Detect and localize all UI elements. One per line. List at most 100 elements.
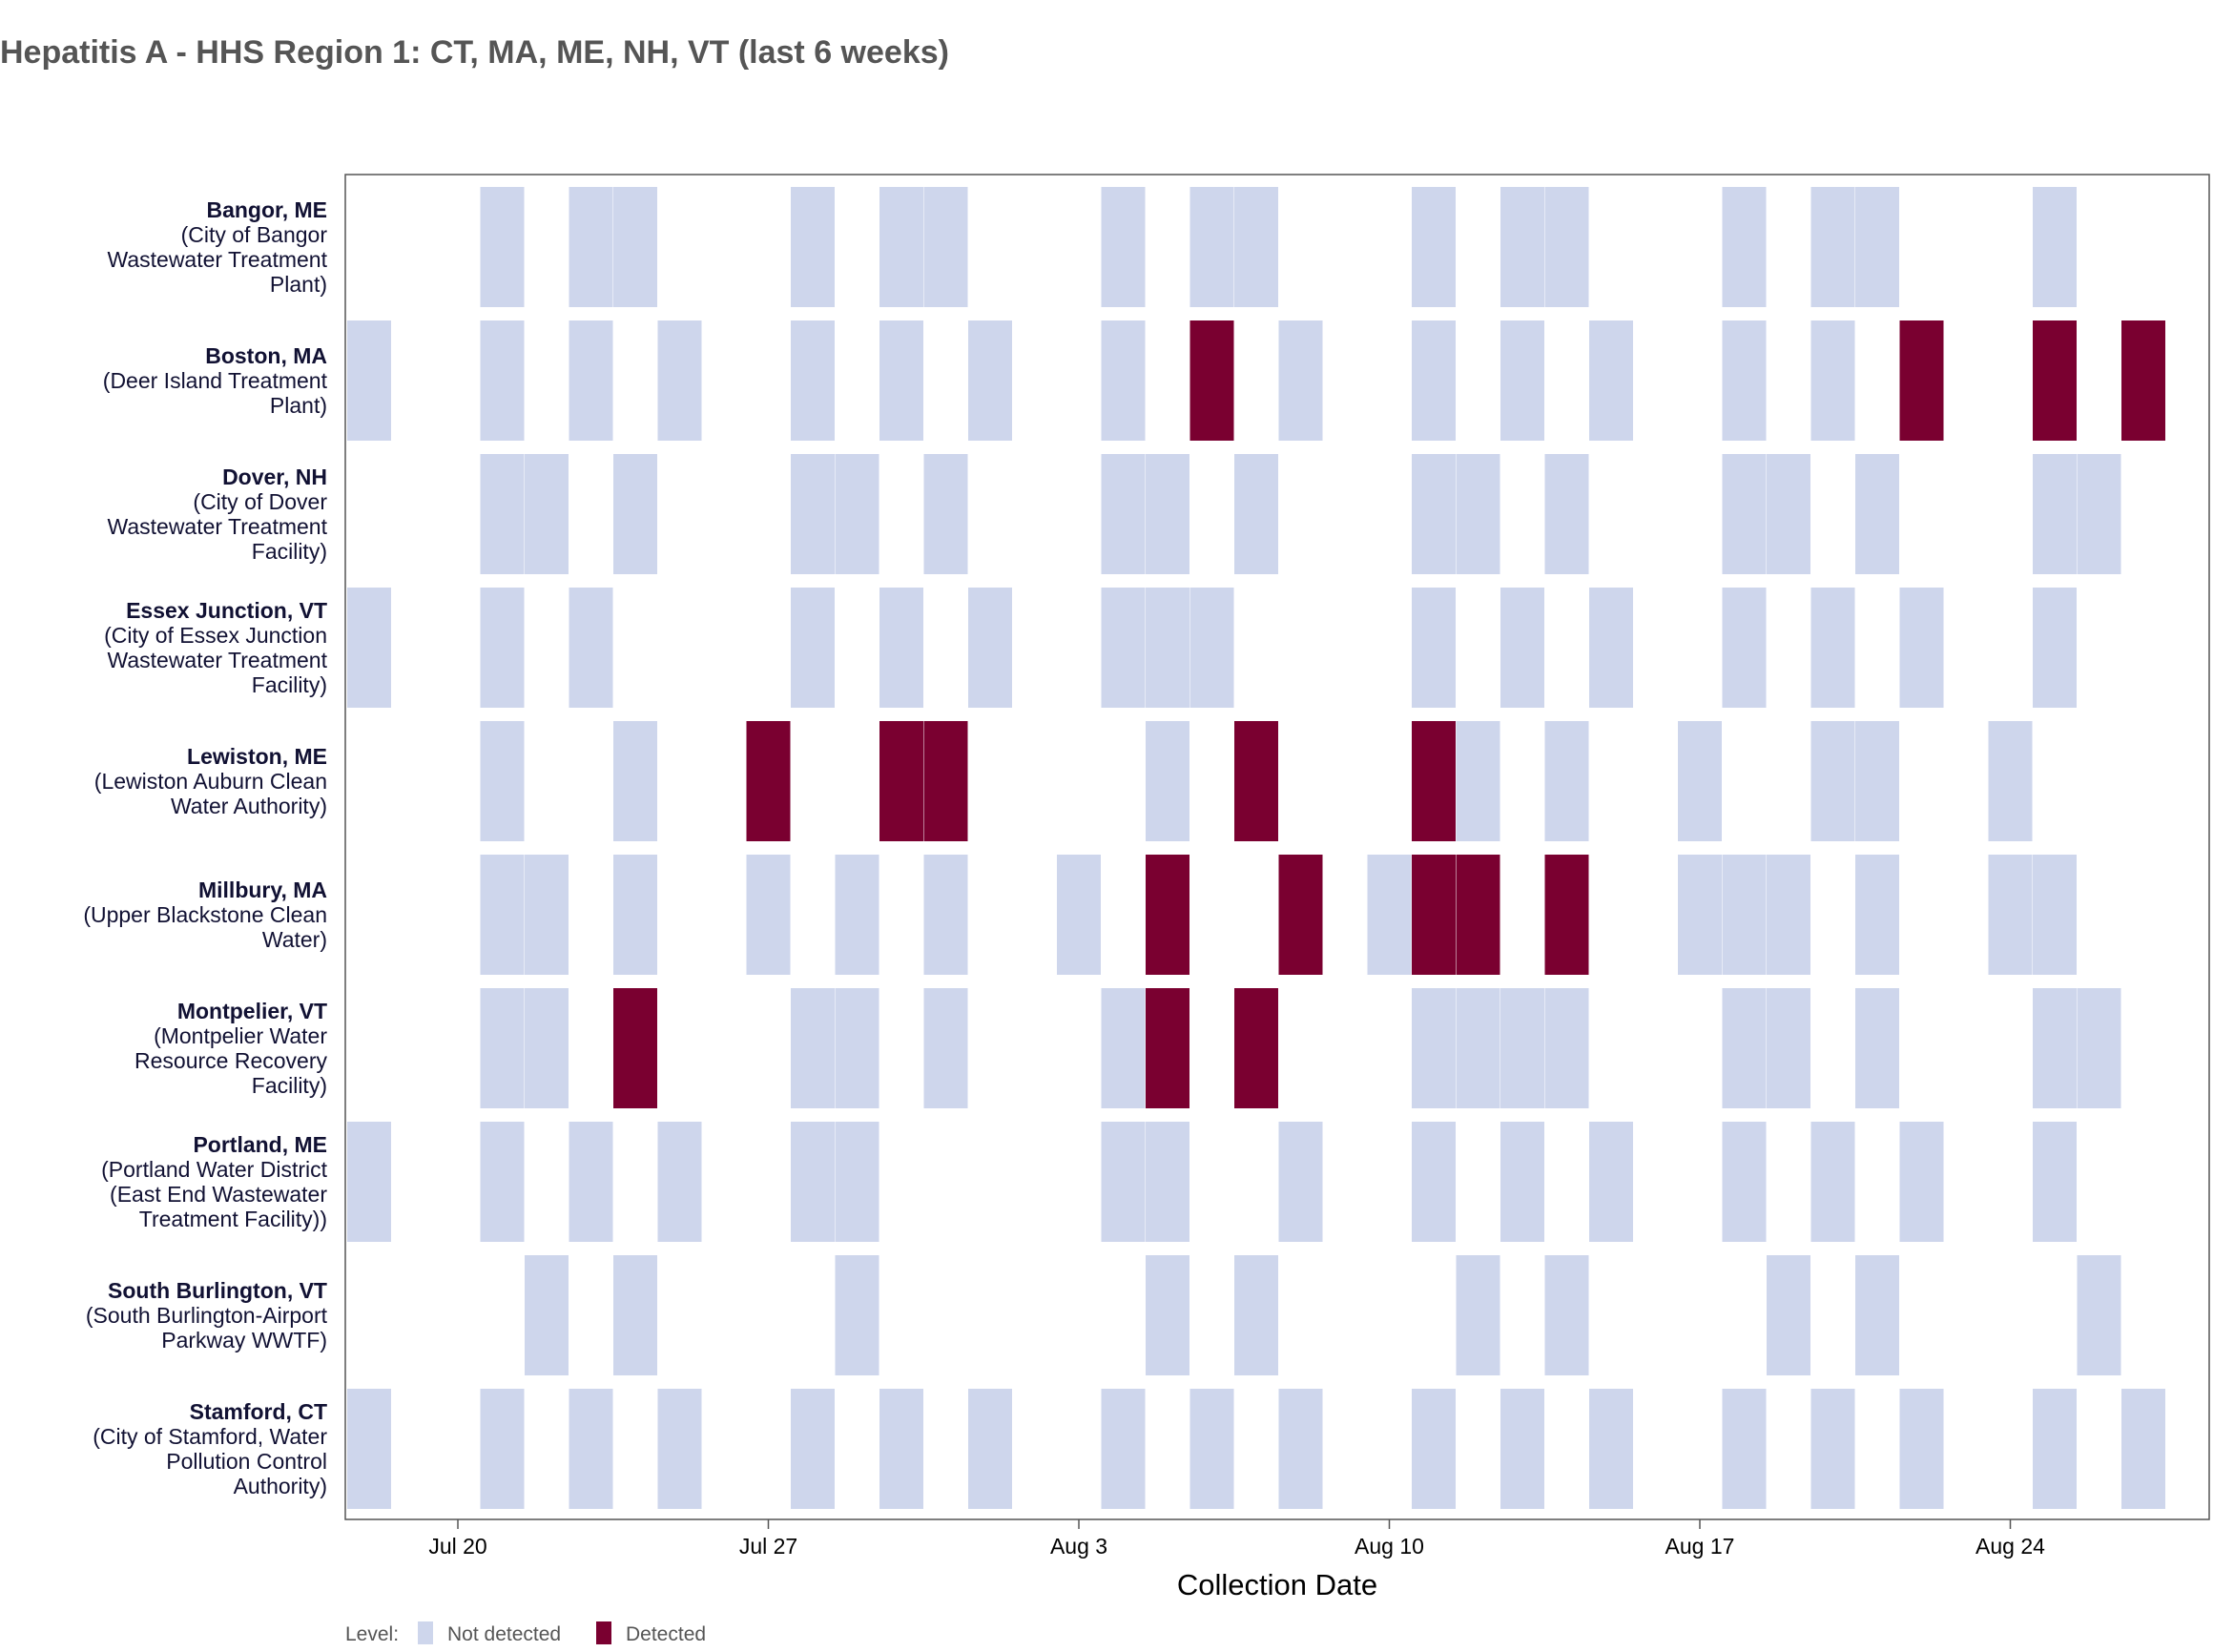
heatmap-cell [569,187,613,307]
heatmap-cell [1810,320,1855,441]
site-facility-line: Treatment Facility)) [139,1207,327,1231]
heatmap-cell [1500,988,1544,1108]
heatmap-cell [657,1389,702,1509]
heatmap-cell [347,1389,391,1509]
heatmap-cell [1589,1122,1633,1242]
heatmap-cell [923,187,968,307]
heatmap-cell [1412,988,1456,1108]
site-facility-line: Plant) [270,393,327,418]
heatmap-cell [1234,988,1278,1108]
heatmap-cell [1500,320,1544,441]
site-facility-line: Authority) [234,1474,327,1498]
heatmap-cell [569,1389,613,1509]
heatmap-cell [1101,454,1146,574]
site-name: Montpelier, VT [177,999,327,1023]
heatmap-cell [835,454,879,574]
site-facility-line: (City of Dover [193,489,327,514]
heatmap-cell [835,988,879,1108]
heatmap-cell [347,588,391,708]
heatmap-cell [1767,454,1810,574]
heatmap-cell [1589,320,1633,441]
site-label: Montpelier, VT(Montpelier WaterResource … [134,999,327,1098]
heatmap-cell [923,721,968,841]
site-facility-line: (Upper Blackstone Clean [83,902,327,927]
heatmap-cell [613,454,657,574]
legend-swatch [596,1621,611,1644]
heatmap-cell [525,988,569,1108]
site-facility-line: Wastewater Treatment [107,247,327,272]
heatmap-cell [1412,320,1456,441]
heatmap-cell [480,988,525,1108]
heatmap-cell [1589,1389,1633,1509]
heatmap-cell [1589,588,1633,708]
heatmap-cell [1101,1389,1146,1509]
heatmap-cell [2033,1389,2077,1509]
heatmap-cell [1278,320,1323,441]
site-name: Stamford, CT [190,1399,327,1424]
heatmap-cell [657,1122,702,1242]
heatmap-cell [879,1389,923,1509]
x-tick-label: Jul 27 [739,1534,797,1559]
site-facility-line: (City of Bangor [181,222,328,247]
heatmap-cell [879,187,923,307]
x-axis-title: Collection Date [1177,1568,1377,1601]
heatmap-cell [1456,855,1500,975]
heatmap-cell [1278,1122,1323,1242]
heatmap-cell [1234,1255,1278,1375]
heatmap-cell [1855,988,1899,1108]
heatmap-cell [1544,988,1589,1108]
heatmap-cell [613,1255,657,1375]
heatmap-cell [2121,1389,2165,1509]
site-label: Lewiston, ME(Lewiston Auburn CleanWater … [94,744,327,818]
heatmap-cell [1500,187,1544,307]
heatmap-cell [1057,855,1101,975]
heatmap-cell [835,1255,879,1375]
heatmap-cell [613,187,657,307]
x-tick-label: Aug 17 [1665,1534,1735,1559]
site-name: Lewiston, ME [187,744,327,769]
site-facility-line: Facility) [252,539,327,564]
site-facility-line: Water Authority) [171,794,327,818]
heatmap-cell [1544,454,1589,574]
heatmap-cell [1899,588,1944,708]
heatmap-cell [923,454,968,574]
heatmap-cell [1988,855,2033,975]
heatmap-cell [1101,1122,1146,1242]
heatmap-cell [1544,1255,1589,1375]
site-label: Stamford, CT(City of Stamford, WaterPoll… [93,1399,327,1498]
heatmap-cell [569,1122,613,1242]
heatmap-cell [1278,855,1323,975]
heatmap-cell [480,320,525,441]
site-facility-line: (Portland Water District [101,1157,327,1182]
heatmap-cell [1234,187,1278,307]
x-tick-label: Aug 3 [1050,1534,1107,1559]
heatmap-cell [791,1122,835,1242]
heatmap-cell [480,1389,525,1509]
heatmap-cell [746,855,791,975]
legend-label: Not detected [447,1623,561,1645]
heatmap-cell [879,588,923,708]
heatmap-cell [1456,988,1500,1108]
heatmap-cell [1146,721,1189,841]
heatmap-cell [1189,1389,1234,1509]
site-facility-line: Plant) [270,272,327,297]
heatmap-cell [1544,855,1589,975]
heatmap-cell [968,588,1012,708]
heatmap-cell [1678,855,1722,975]
heatmap-cell [1722,855,1767,975]
heatmap-cell [2033,187,2077,307]
x-tick-label: Aug 24 [1975,1534,2045,1559]
heatmap-cell [1767,855,1810,975]
heatmap-cell [347,1122,391,1242]
heatmap-cell [791,187,835,307]
heatmap-cell [791,988,835,1108]
site-facility-line: (City of Essex Junction [104,623,327,648]
heatmap-cell [1146,988,1189,1108]
heatmap-cell [923,988,968,1108]
heatmap-cell [2033,588,2077,708]
heatmap-cell [525,454,569,574]
site-facility-line: (Lewiston Auburn Clean [94,769,327,794]
